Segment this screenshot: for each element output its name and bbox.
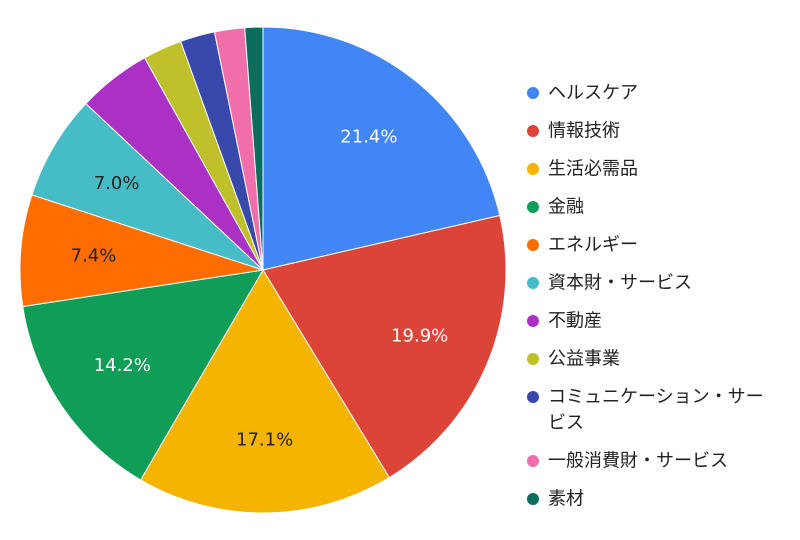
legend-item: 素材 — [527, 489, 584, 510]
legend-label: ヘルスケア — [548, 83, 638, 104]
legend-item: 情報技術 — [527, 121, 620, 142]
legend-label: 不動産 — [548, 311, 602, 332]
legend-swatch — [527, 391, 539, 403]
legend-item: 不動産 — [527, 311, 602, 332]
legend-item: 金融 — [527, 197, 584, 218]
legend-swatch — [527, 87, 539, 99]
legend-swatch — [527, 239, 539, 251]
legend-item: 公益事業 — [527, 349, 620, 370]
legend-label: 生活必需品 — [548, 159, 638, 180]
legend-label: コミュニケーション・サー — [548, 387, 764, 408]
pie-slice — [19, 194, 264, 308]
slice-percent-label: 17.1% — [236, 430, 293, 451]
pie-slice — [22, 269, 264, 481]
pie-slice — [139, 269, 391, 514]
legend-item: 一般消費財・サービス — [527, 451, 728, 472]
slice-percent-label: 19.9% — [391, 326, 448, 347]
legend-label: エネルギー — [548, 235, 638, 256]
slice-percent-label: 14.2% — [94, 355, 151, 376]
slice-percent-label: 7.0% — [94, 173, 140, 194]
legend-swatch — [527, 277, 539, 289]
legend-swatch — [527, 493, 539, 505]
slice-percent-label: 21.4% — [340, 126, 397, 147]
legend-swatch — [527, 353, 539, 365]
legend-swatch — [527, 201, 539, 213]
legend-item: コミュニケーション・サービス — [527, 387, 764, 434]
legend-item: 生活必需品 — [527, 159, 638, 180]
legend-item: ヘルスケア — [527, 83, 638, 104]
legend-label: ビス — [548, 413, 584, 434]
pie-slice — [262, 214, 507, 479]
legend-label: 公益事業 — [548, 349, 620, 370]
legend-label: 情報技術 — [548, 121, 620, 142]
legend-label: 資本財・サービス — [548, 273, 692, 294]
pie-slice-labels: 21.4% 19.9% 17.1% 14.2% 7.4% 7.0% — [71, 126, 449, 450]
legend-item: 資本財・サービス — [527, 273, 692, 294]
pie-slice — [262, 26, 501, 271]
pie-slice — [244, 26, 264, 271]
legend-swatch — [527, 455, 539, 467]
legend-swatch — [527, 163, 539, 175]
legend-item: エネルギー — [527, 235, 638, 256]
legend: ヘルスケア情報技術生活必需品金融エネルギー資本財・サービス不動産公益事業コミュニ… — [527, 83, 764, 510]
legend-swatch — [527, 315, 539, 327]
pie-slice — [31, 102, 264, 271]
pie-slices — [19, 26, 507, 514]
slice-percent-label: 7.4% — [71, 246, 117, 267]
legend-label: 一般消費財・サービス — [548, 451, 728, 472]
legend-swatch — [527, 125, 539, 137]
legend-label: 素材 — [548, 489, 584, 510]
legend-label: 金融 — [548, 197, 584, 218]
